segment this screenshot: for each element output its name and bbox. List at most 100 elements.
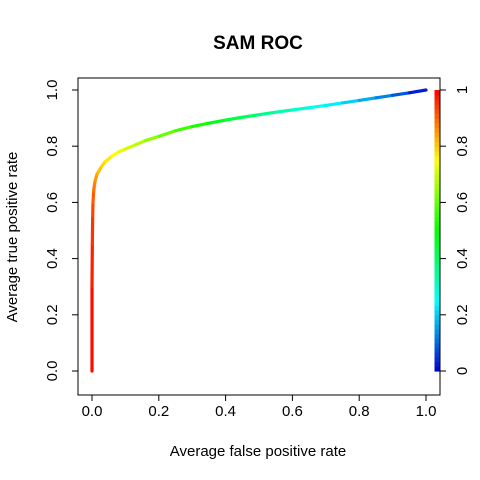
colorbar-segment: [434, 207, 440, 213]
colorbar-segment: [434, 352, 440, 358]
colorbar-segment: [434, 99, 440, 105]
y-tick-label: 0.8: [44, 136, 61, 157]
colorbar-segment: [434, 258, 440, 264]
roc-curve-segment: [123, 143, 138, 151]
y-tick-label: 0.4: [44, 248, 61, 269]
colorbar-segment: [434, 300, 440, 307]
colorbar-segment: [434, 356, 440, 363]
colorbar-tick-label: 0.6: [454, 192, 471, 213]
colorbar-segment: [434, 314, 440, 321]
chart-title: SAM ROC: [213, 33, 303, 54]
colorbar-segment: [434, 253, 440, 260]
colorbar-segment: [434, 193, 440, 199]
colorbar-segment: [434, 342, 440, 349]
plot-frame: [77, 77, 441, 396]
colorbar-segment: [434, 328, 440, 335]
x-tick-label: 0.0: [82, 403, 103, 420]
colorbar-segment: [434, 104, 440, 110]
colorbar-segment: [434, 324, 440, 330]
colorbar-segment: [434, 235, 440, 241]
colorbar-segment: [434, 230, 440, 236]
colorbar-segment: [434, 267, 440, 274]
colorbar-segment: [434, 118, 440, 124]
roc-curve-segment: [143, 134, 161, 143]
colorbar-segment: [434, 225, 440, 232]
colorbar-tick-label: 0.4: [454, 248, 471, 269]
roc-curve-segment: [290, 106, 311, 112]
colorbar-segment: [434, 169, 440, 175]
colorbar-segment: [434, 277, 440, 283]
y-axis-label: Average true positive rate: [4, 152, 21, 323]
colorbar: [434, 90, 440, 372]
colorbar-segment: [434, 155, 440, 161]
colorbar-segment: [434, 132, 440, 138]
colorbar-segment: [434, 108, 440, 115]
roc-curve-segment: [374, 93, 395, 100]
colorbar-segment: [434, 221, 440, 227]
x-tick-label: 0.6: [282, 403, 303, 420]
colorbar-segment: [434, 141, 440, 147]
colorbar-segment: [434, 94, 440, 100]
roc-curve-segment: [224, 115, 244, 122]
colorbar-segment: [434, 216, 440, 222]
roc-curve-segment: [207, 118, 228, 125]
colorbar-segment: [434, 249, 440, 255]
colorbar-segment: [434, 188, 440, 194]
y-tick-label: 0.0: [44, 361, 61, 382]
roc-curve-segment: [324, 101, 345, 108]
colorbar-segment: [434, 366, 440, 372]
roc-curve-segment: [240, 113, 261, 119]
y-tick-label: 0.6: [44, 192, 61, 213]
colorbar-segment: [434, 113, 440, 119]
colorbar-segment: [434, 127, 440, 133]
colorbar-segment: [434, 183, 440, 189]
colorbar-tick-label: 0.2: [454, 304, 471, 325]
colorbar-segment: [434, 338, 440, 344]
roc-curve-segment: [307, 103, 328, 110]
colorbar-segment: [434, 286, 440, 292]
colorbar-segment: [434, 146, 440, 152]
colorbar-segment: [434, 244, 440, 250]
colorbar-segment: [434, 361, 440, 367]
x-tick-label: 0.4: [215, 403, 236, 420]
colorbar-segment: [434, 305, 440, 311]
colorbar-segment: [434, 211, 440, 218]
colorbar-axis: 0 0.2 0.4 0.6 0.8 1: [440, 86, 471, 375]
roc-curve-segment: [133, 138, 148, 147]
colorbar-tick-label: 0.8: [454, 136, 471, 157]
y-axis: 0.0 0.2 0.4 0.6 0.8 1.0: [44, 80, 78, 382]
colorbar-segment: [434, 347, 440, 353]
colorbar-segment: [434, 150, 440, 157]
colorbar-segment: [434, 160, 440, 166]
colorbar-tick-label: 0: [454, 367, 471, 375]
y-tick-label: 1.0: [44, 80, 61, 101]
colorbar-segment: [434, 164, 440, 171]
colorbar-segment: [434, 291, 440, 297]
roc-curve-segment: [340, 98, 361, 105]
roc-curve-segment: [173, 124, 194, 133]
x-tick-label: 1.0: [416, 403, 437, 420]
roc-curve-segment: [91, 189, 96, 204]
colorbar-segment: [434, 319, 440, 325]
colorbar-segment: [434, 197, 440, 203]
y-tick-label: 0.2: [44, 304, 61, 325]
colorbar-segment: [434, 272, 440, 278]
colorbar-segment: [434, 239, 440, 246]
colorbar-segment: [434, 122, 440, 129]
roc-curve: [90, 88, 428, 373]
colorbar-segment: [434, 296, 440, 302]
roc-curve-segment: [190, 121, 211, 129]
x-tick-label: 0.2: [148, 403, 169, 420]
x-tick-label: 0.8: [349, 403, 370, 420]
x-axis: 0.0 0.2 0.4 0.6 0.8 1.0: [82, 395, 437, 420]
roc-curve-segment: [391, 91, 411, 97]
colorbar-segment: [434, 202, 440, 208]
colorbar-segment: [434, 310, 440, 316]
colorbar-segment: [434, 174, 440, 180]
colorbar-segment: [434, 178, 440, 185]
roc-curve-segment: [407, 88, 428, 95]
roc-curve-segment: [357, 96, 378, 102]
roc-curve-segment: [274, 108, 294, 114]
colorbar-segment: [434, 263, 440, 269]
